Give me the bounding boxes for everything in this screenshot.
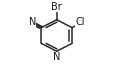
Text: Br: Br xyxy=(51,2,62,12)
Text: Cl: Cl xyxy=(75,17,85,27)
Text: N: N xyxy=(29,17,36,27)
Text: N: N xyxy=(53,52,60,62)
